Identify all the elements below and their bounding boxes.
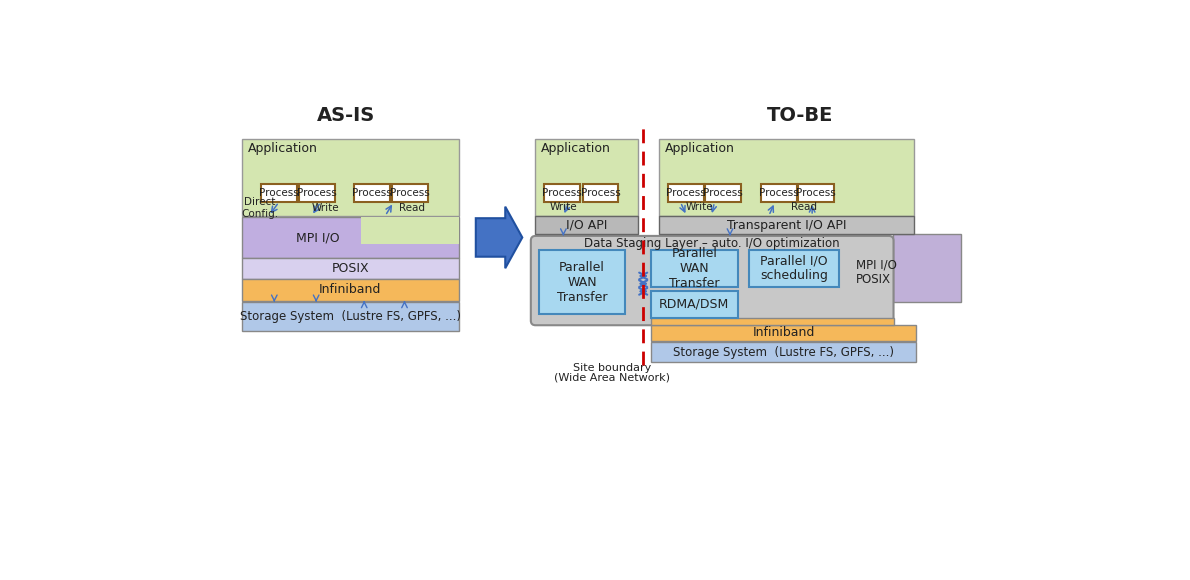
FancyArrow shape bbox=[476, 206, 522, 269]
Bar bbox=[798, 183, 834, 202]
Text: Parallel
WAN
Transfer: Parallel WAN Transfer bbox=[557, 260, 607, 303]
Bar bbox=[242, 218, 459, 258]
Text: Read: Read bbox=[400, 203, 425, 213]
Bar bbox=[242, 139, 459, 216]
Bar bbox=[583, 183, 619, 202]
Bar bbox=[242, 302, 459, 331]
Text: TO-BE: TO-BE bbox=[766, 106, 833, 125]
Text: (Wide Area Network): (Wide Area Network) bbox=[555, 372, 670, 383]
Text: Infiniband: Infiniband bbox=[752, 327, 815, 339]
Text: Parallel
WAN
Transfer: Parallel WAN Transfer bbox=[669, 246, 720, 290]
Text: Process: Process bbox=[796, 188, 835, 198]
Text: POSIX: POSIX bbox=[332, 262, 369, 275]
Text: Process: Process bbox=[352, 188, 392, 198]
Bar bbox=[659, 139, 914, 216]
Text: Process: Process bbox=[703, 188, 743, 198]
Text: Application: Application bbox=[665, 142, 734, 155]
Bar bbox=[361, 218, 459, 244]
Text: POSIX: POSIX bbox=[856, 273, 890, 285]
Text: Transparent I/O API: Transparent I/O API bbox=[727, 219, 846, 231]
Bar bbox=[651, 342, 916, 362]
Bar bbox=[706, 183, 741, 202]
Text: Direct
Config.: Direct Config. bbox=[242, 197, 278, 219]
Text: Site boundary: Site boundary bbox=[574, 362, 651, 372]
Bar bbox=[651, 250, 738, 287]
Text: Storage System  (Lustre FS, GPFS, ...): Storage System (Lustre FS, GPFS, ...) bbox=[674, 346, 894, 358]
Text: Process: Process bbox=[581, 188, 620, 198]
Bar bbox=[261, 183, 296, 202]
Text: MPI I/O: MPI I/O bbox=[856, 259, 896, 271]
Text: AS-IS: AS-IS bbox=[318, 106, 376, 125]
Text: Application: Application bbox=[541, 142, 610, 155]
Bar bbox=[242, 258, 459, 279]
Bar bbox=[534, 216, 638, 234]
Bar bbox=[534, 139, 638, 216]
Bar bbox=[668, 183, 703, 202]
Text: Process: Process bbox=[298, 188, 337, 198]
Bar bbox=[392, 183, 427, 202]
Bar bbox=[242, 279, 459, 300]
Bar bbox=[651, 325, 916, 340]
Text: I/O API: I/O API bbox=[565, 219, 607, 231]
Text: Application: Application bbox=[248, 142, 318, 155]
Text: Read: Read bbox=[790, 202, 816, 212]
Bar bbox=[750, 250, 839, 287]
Bar bbox=[659, 216, 914, 234]
Bar bbox=[355, 183, 390, 202]
Text: Process: Process bbox=[390, 188, 430, 198]
Text: Write: Write bbox=[550, 202, 577, 212]
Text: Data Staging Layer – auto. I/O optimization: Data Staging Layer – auto. I/O optimizat… bbox=[584, 237, 840, 250]
Text: Parallel I/O
scheduling: Parallel I/O scheduling bbox=[760, 254, 828, 282]
FancyBboxPatch shape bbox=[531, 236, 894, 325]
Text: Write: Write bbox=[312, 203, 339, 213]
Bar bbox=[299, 183, 334, 202]
Text: Process: Process bbox=[666, 188, 706, 198]
Text: Storage System  (Lustre FS, GPFS, ...): Storage System (Lustre FS, GPFS, ...) bbox=[239, 310, 461, 323]
Text: MPI I/O: MPI I/O bbox=[296, 232, 339, 245]
Bar bbox=[539, 250, 626, 314]
Text: RDMA/DSM: RDMA/DSM bbox=[659, 298, 729, 310]
Text: Infiniband: Infiniband bbox=[319, 283, 382, 296]
Bar bbox=[760, 183, 796, 202]
Text: Process: Process bbox=[259, 188, 299, 198]
Text: Process: Process bbox=[759, 188, 798, 198]
Bar bbox=[651, 318, 894, 325]
Text: Write: Write bbox=[685, 202, 713, 212]
Bar bbox=[651, 291, 738, 317]
Bar bbox=[544, 183, 580, 202]
Bar bbox=[892, 234, 962, 302]
Text: Process: Process bbox=[541, 188, 582, 198]
